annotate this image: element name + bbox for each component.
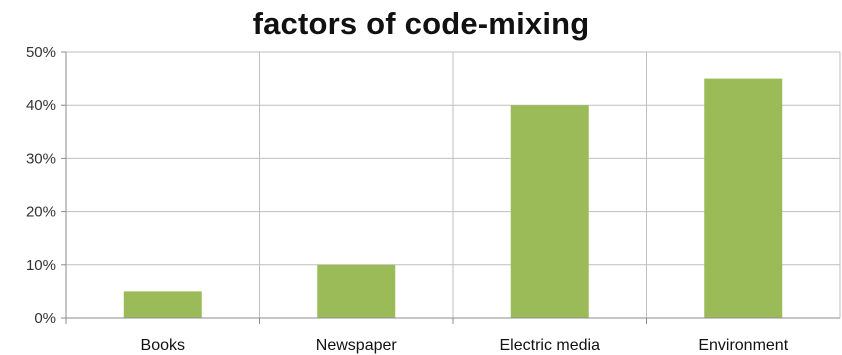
y-tick-label: 20% — [26, 204, 56, 221]
y-tick-label: 0% — [34, 310, 56, 327]
x-category-label: Newspaper — [316, 337, 398, 354]
bar-newspaper — [317, 264, 396, 318]
x-category-label: Environment — [698, 337, 788, 354]
y-tick-label: 40% — [26, 97, 56, 114]
x-category-label: Books — [141, 337, 185, 354]
bar-environment — [704, 78, 783, 318]
bar-books — [123, 291, 202, 318]
chart-title: factors of code-mixing — [252, 6, 590, 41]
bar-electric-media — [510, 105, 589, 318]
y-tick-label: 10% — [26, 257, 56, 274]
y-tick-label: 30% — [26, 150, 56, 167]
x-category-label: Electric media — [500, 337, 601, 354]
y-tick-label: 50% — [26, 44, 56, 61]
